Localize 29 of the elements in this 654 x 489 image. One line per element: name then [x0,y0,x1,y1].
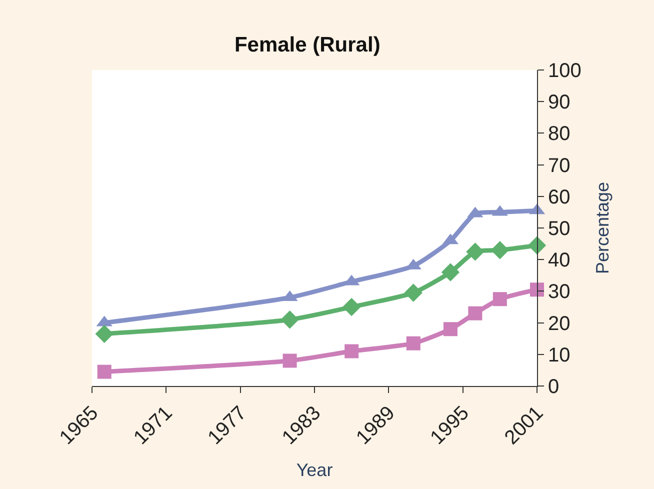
x-axis-title: Year [296,460,333,480]
y-tick-label: 40 [548,250,570,272]
y-tick-label: 20 [548,312,570,335]
point [490,241,510,260]
y-tick-label: 70 [548,154,570,177]
point [468,306,482,320]
point [404,284,422,302]
y-tick-label: 90 [548,92,570,114]
point [282,354,297,368]
y-axis-title: Percentage [592,182,612,274]
y-tick-label: 60 [548,186,570,208]
point [492,292,507,306]
point [441,263,460,282]
point [530,282,544,297]
point [344,344,359,358]
point [97,364,112,379]
y-tick-label: 10 [548,344,570,366]
chart-title: Female (Rural) [234,33,380,56]
y-tick-label: 0 [548,376,560,398]
y-tick-label: 100 [548,60,582,82]
y-tick-label: 50 [548,218,570,240]
point [342,298,361,316]
point [466,242,484,261]
y-tick-label: 80 [548,123,570,146]
point [443,322,458,336]
point [280,310,299,329]
point [95,324,114,343]
y-tick-label: 30 [548,281,570,304]
point [406,336,420,350]
